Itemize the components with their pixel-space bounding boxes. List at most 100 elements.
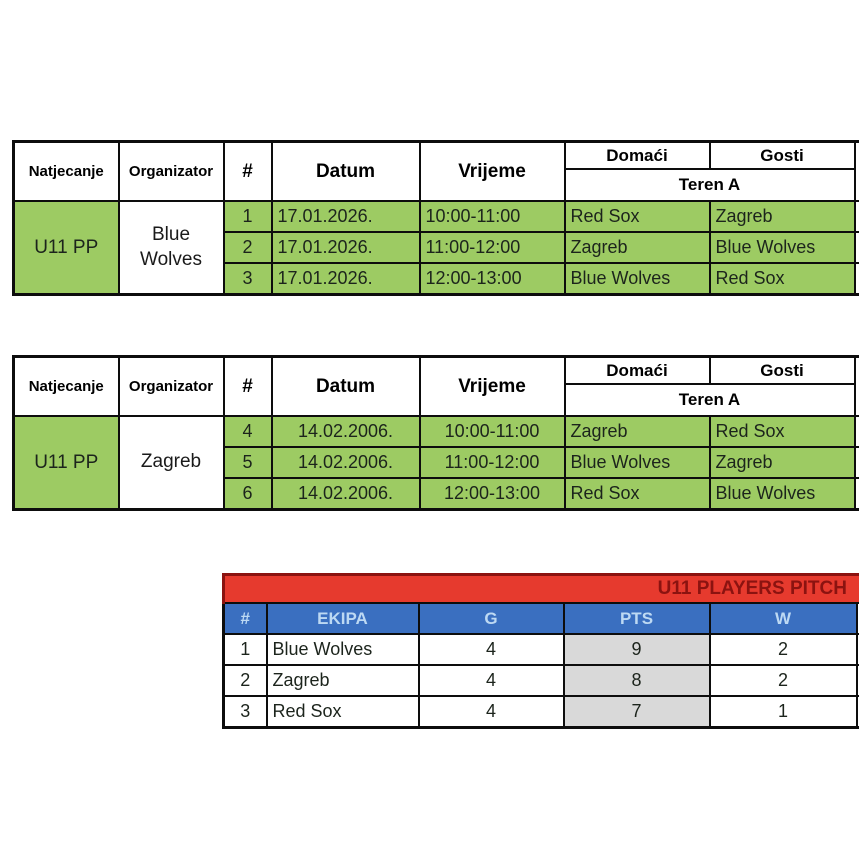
cutoff-column-header	[853, 355, 859, 417]
points-cell: 7	[562, 695, 711, 729]
competition-cell: U11 PP	[12, 415, 120, 511]
schedule-table-1: Natjecanje Organizator # Datum Vrijeme D…	[12, 140, 859, 296]
header-domaci: Domaći	[563, 355, 711, 385]
wins-cell: 2	[708, 633, 858, 666]
schedule2-teren-row: Teren A	[14, 383, 859, 417]
cutoff-cell	[853, 262, 859, 296]
team-cell: Blue Wolves	[265, 633, 420, 666]
table-row: 3 Red Sox 4 7 1	[222, 695, 859, 729]
away-team-cell: Zagreb	[708, 446, 856, 479]
table-row: 3 17.01.2026. 12:00-13:00 Blue Wolves Re…	[14, 262, 859, 296]
time-cell: 12:00-13:00	[418, 262, 566, 296]
cutoff-cell	[855, 633, 859, 666]
match-number-cell: 2	[222, 231, 273, 264]
rank-cell: 3	[222, 695, 268, 729]
header-ekipa: EKIPA	[265, 602, 420, 635]
match-number-cell: 1	[222, 200, 273, 233]
cutoff-column-header	[855, 602, 859, 635]
team-cell: Red Sox	[265, 695, 420, 729]
wins-cell: 2	[708, 664, 858, 697]
table-row: 1 Blue Wolves 4 9 2	[222, 633, 859, 666]
date-cell: 14.02.2006.	[270, 415, 421, 448]
table-row: U11 PP Zagreb 4 14.02.2006. 10:00-11:00 …	[12, 415, 859, 511]
organizer-cell: Blue Wolves	[117, 200, 225, 296]
games-cell: 4	[417, 664, 565, 697]
match-number-cell: 6	[222, 477, 273, 511]
header-rank: #	[222, 602, 268, 635]
points-cell: 9	[562, 633, 711, 666]
team-cell: Zagreb	[265, 664, 420, 697]
date-cell: 17.01.2026.	[270, 262, 421, 296]
schedule2-header-row: Natjecanje Organizator # Datum Vrijeme D…	[12, 355, 859, 417]
table-row: 2 Zagreb 4 8 2	[222, 664, 859, 697]
rank-cell: 1	[222, 633, 268, 666]
points-cell: 8	[562, 664, 711, 697]
date-cell: 17.01.2026.	[270, 231, 421, 264]
away-team-cell: Blue Wolves	[708, 477, 856, 511]
time-cell: 11:00-12:00	[418, 446, 566, 479]
cutoff-cell	[853, 477, 859, 511]
header-w: W	[708, 602, 858, 635]
away-team-cell: Red Sox	[708, 415, 856, 448]
time-cell: 12:00-13:00	[418, 477, 566, 511]
cutoff-cell	[855, 664, 859, 697]
away-team-cell: Red Sox	[708, 262, 856, 296]
standings-table: U11 PLAYERS PITCH # EKIPA G PTS W 1 Blue…	[222, 573, 859, 729]
header-teren-a: Teren A	[563, 383, 856, 417]
cutoff-column-header	[853, 140, 859, 202]
header-organizator: Organizator	[117, 355, 225, 417]
table-row: U11 PP Blue Wolves 1 17.01.2026. 10:00-1…	[12, 200, 859, 296]
header-teren-a: Teren A	[563, 168, 856, 202]
time-cell: 10:00-11:00	[418, 415, 566, 448]
header-vrijeme: Vrijeme	[418, 355, 566, 417]
header-domaci: Domaći	[563, 140, 711, 170]
date-cell: 17.01.2026.	[270, 200, 421, 233]
header-match-number: #	[222, 140, 273, 202]
cutoff-cell	[853, 200, 859, 233]
header-organizator: Organizator	[117, 140, 225, 202]
match-number-cell: 4	[222, 415, 273, 448]
cutoff-cell	[853, 446, 859, 479]
cutoff-cell	[853, 231, 859, 264]
away-team-cell: Blue Wolves	[708, 231, 856, 264]
header-gosti: Gosti	[708, 140, 856, 170]
header-natjecanje: Natjecanje	[12, 355, 120, 417]
table-row: 6 14.02.2006. 12:00-13:00 Red Sox Blue W…	[14, 477, 859, 511]
header-vrijeme: Vrijeme	[418, 140, 566, 202]
home-team-cell: Blue Wolves	[563, 446, 711, 479]
date-cell: 14.02.2006.	[270, 477, 421, 511]
header-natjecanje: Natjecanje	[12, 140, 120, 202]
header-datum: Datum	[270, 355, 421, 417]
games-cell: 4	[417, 695, 565, 729]
cutoff-cell	[855, 695, 859, 729]
home-team-cell: Blue Wolves	[563, 262, 711, 296]
table-row: 2 17.01.2026. 11:00-12:00 Zagreb Blue Wo…	[14, 231, 859, 264]
standings-title: U11 PLAYERS PITCH	[222, 573, 859, 604]
rank-cell: 2	[222, 664, 268, 697]
time-cell: 10:00-11:00	[418, 200, 566, 233]
away-team-cell: Zagreb	[708, 200, 856, 233]
date-cell: 14.02.2006.	[270, 446, 421, 479]
competition-cell: U11 PP	[12, 200, 120, 296]
standings-banner-row: U11 PLAYERS PITCH	[222, 573, 859, 604]
schedule-table-2: Natjecanje Organizator # Datum Vrijeme D…	[12, 355, 859, 511]
header-gosti: Gosti	[708, 355, 856, 385]
match-number-cell: 5	[222, 446, 273, 479]
header-pts: PTS	[562, 602, 711, 635]
games-cell: 4	[417, 633, 565, 666]
organizer-cell: Zagreb	[117, 415, 225, 511]
cutoff-cell	[853, 415, 859, 448]
home-team-cell: Red Sox	[563, 200, 711, 233]
schedule1-teren-row: Teren A	[14, 168, 859, 202]
home-team-cell: Red Sox	[563, 477, 711, 511]
standings-header-row: # EKIPA G PTS W	[222, 602, 859, 635]
wins-cell: 1	[708, 695, 858, 729]
header-match-number: #	[222, 355, 273, 417]
header-g: G	[417, 602, 565, 635]
time-cell: 11:00-12:00	[418, 231, 566, 264]
home-team-cell: Zagreb	[563, 231, 711, 264]
table-row: 5 14.02.2006. 11:00-12:00 Blue Wolves Za…	[14, 446, 859, 479]
home-team-cell: Zagreb	[563, 415, 711, 448]
schedule1-header-row: Natjecanje Organizator # Datum Vrijeme D…	[12, 140, 859, 202]
header-datum: Datum	[270, 140, 421, 202]
